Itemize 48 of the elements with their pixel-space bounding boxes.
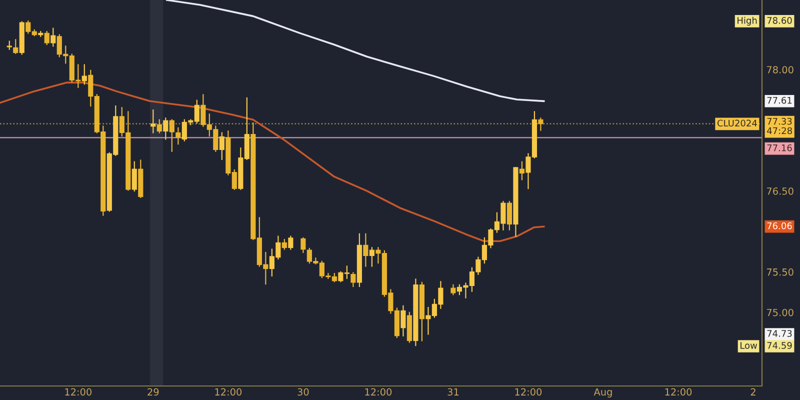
annotation: High: [738, 16, 757, 26]
x-tick-label: 12:00: [215, 388, 242, 396]
candlestick: [156, 119, 162, 134]
y-tick-label: 76.50: [766, 187, 794, 195]
y-tick-label: 75.50: [766, 268, 794, 276]
candlestick: [363, 233, 368, 267]
candlestick: [538, 118, 544, 131]
text: 74.73: [767, 330, 792, 337]
x-tick-label: 12:00: [665, 388, 692, 396]
candlestick: [519, 161, 524, 180]
x-tick-label: 12:00: [65, 388, 92, 396]
candlestick: [450, 284, 456, 296]
candlestick: [163, 118, 168, 140]
line-series: [0, 82, 545, 242]
candlestick: [369, 247, 374, 267]
candlestick: [44, 31, 50, 46]
x-tick-label: Aug: [594, 388, 612, 398]
y-tick-label: 78.00: [766, 66, 794, 74]
y-tick-label: 75.00: [766, 308, 794, 316]
candlestick: [132, 161, 137, 192]
candlestick: [288, 236, 294, 250]
candlestick: [82, 64, 87, 85]
candlestick: [50, 28, 56, 47]
annotation: Low: [740, 342, 758, 349]
candlestick: [506, 200, 512, 230]
candlestick: [282, 238, 287, 250]
x-tick-label: 31: [448, 388, 458, 396]
x-tick-label: 29: [148, 388, 159, 396]
candlestick: [150, 110, 156, 134]
x-tick-label: 2: [750, 388, 756, 396]
text: 77.61: [767, 96, 792, 104]
x-tick-label: 12:00: [365, 388, 392, 396]
candlestick: [13, 39, 18, 54]
candlestick: [350, 272, 356, 288]
candlestick: [300, 237, 306, 254]
x-tick-label: 30: [298, 388, 309, 396]
text: 78.60: [767, 17, 792, 24]
candlestick: [176, 127, 181, 145]
annotation: CLU2024: [717, 120, 757, 127]
text: 77.16: [767, 144, 792, 152]
text: 77.33 47:28: [767, 118, 792, 134]
text: 74.59: [767, 342, 792, 349]
text: 76.06: [767, 222, 792, 230]
line-series: [166, 0, 545, 102]
candlestick: [219, 132, 224, 160]
x-tick-label: 12:00: [515, 388, 542, 396]
candlestick: [400, 305, 406, 336]
candlestick: [169, 119, 174, 152]
